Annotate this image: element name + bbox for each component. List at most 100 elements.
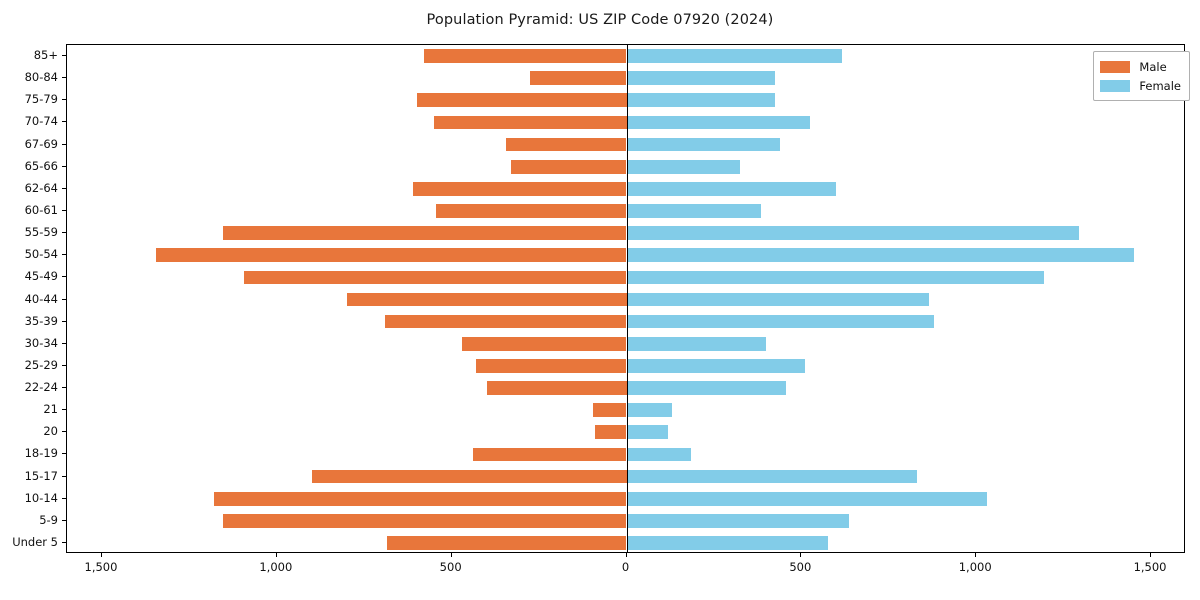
bar-female[interactable] (626, 425, 669, 440)
pyramid-row (67, 314, 1184, 329)
legend-entry[interactable]: Female (1100, 76, 1181, 95)
bar-female[interactable] (626, 447, 692, 462)
y-tick-label: 65-66 (24, 158, 58, 173)
bar-male[interactable] (222, 226, 627, 240)
y-tick-label: 80-84 (24, 70, 58, 85)
y-tick-mark (62, 55, 66, 57)
bar-male[interactable] (434, 115, 627, 130)
bar-female[interactable] (626, 469, 917, 484)
y-tick-label: 15-17 (24, 468, 58, 483)
y-tick-label: 40-44 (24, 291, 58, 306)
y-tick-label: 45-49 (24, 269, 58, 284)
bar-female[interactable] (626, 137, 781, 152)
bar-male[interactable] (386, 536, 627, 550)
pyramid-row (67, 469, 1184, 484)
x-tick-label: 500 (789, 560, 812, 574)
x-tick-label: 1,000 (259, 560, 293, 574)
x-tick-label: 500 (439, 560, 462, 574)
y-tick-mark (62, 475, 66, 477)
x-tick-mark (450, 553, 452, 557)
y-tick-mark (62, 143, 66, 145)
bar-female[interactable] (626, 270, 1045, 285)
bar-female[interactable] (626, 336, 767, 351)
y-tick-label: 20 (43, 424, 58, 439)
y-tick-label: 62-64 (24, 180, 58, 195)
bar-male[interactable] (385, 314, 627, 329)
legend-label: Male (1139, 59, 1167, 74)
bar-female[interactable] (626, 159, 741, 174)
x-tick-mark (975, 553, 977, 557)
x-tick-mark (275, 553, 277, 557)
bar-female[interactable] (626, 491, 987, 506)
bar-female[interactable] (626, 513, 849, 528)
pyramid-row (67, 425, 1184, 440)
y-tick-label: 50-54 (24, 247, 58, 262)
y-tick-label: 5-9 (39, 512, 58, 527)
y-tick-mark (62, 254, 66, 256)
chart-legend: Male Female (1093, 51, 1190, 101)
bar-male[interactable] (511, 159, 627, 174)
y-tick-mark (62, 121, 66, 123)
bar-female[interactable] (626, 381, 786, 395)
chart-title: Population Pyramid: US ZIP Code 07920 (2… (426, 12, 774, 28)
pyramid-row (67, 292, 1184, 307)
x-axis: 1,500 1,000 500 0 500 1,000 1,500 (66, 553, 1185, 593)
bar-female[interactable] (626, 204, 762, 218)
bar-male[interactable] (486, 381, 627, 395)
bar-female[interactable] (626, 292, 929, 307)
pyramid-row (67, 403, 1184, 417)
bar-female[interactable] (626, 49, 842, 63)
bar-male[interactable] (476, 359, 627, 373)
bar-male[interactable] (416, 93, 627, 108)
bar-male[interactable] (595, 425, 627, 440)
y-axis-labels: 85+ 80-84 75-79 70-74 67-69 65-66 62-64 60-61 55… (0, 44, 58, 553)
y-tick-mark (62, 431, 66, 433)
y-tick-mark (62, 232, 66, 234)
pyramid-row (67, 93, 1184, 108)
bars-container (67, 45, 1184, 552)
bar-male[interactable] (435, 204, 627, 218)
bar-female[interactable] (626, 403, 672, 417)
y-tick-label: 22-24 (24, 380, 58, 395)
pyramid-row (67, 359, 1184, 373)
x-tick-label: 1,500 (1133, 560, 1167, 574)
y-tick-label: 55-59 (24, 225, 58, 240)
bar-female[interactable] (626, 93, 776, 108)
legend-label: Female (1139, 78, 1181, 93)
bar-male[interactable] (213, 491, 627, 506)
pyramid-row (67, 71, 1184, 86)
bar-male[interactable] (505, 137, 627, 152)
bar-female[interactable] (626, 115, 811, 130)
legend-swatch (1100, 79, 1131, 92)
bar-male[interactable] (243, 270, 627, 285)
bar-male[interactable] (413, 181, 627, 196)
y-tick-label: 35-39 (24, 313, 58, 328)
pyramid-row (67, 336, 1184, 351)
y-tick-mark (62, 165, 66, 167)
bar-male[interactable] (311, 469, 627, 484)
bar-female[interactable] (626, 248, 1134, 263)
bar-male[interactable] (530, 71, 627, 86)
bar-female[interactable] (626, 71, 776, 86)
x-tick-mark (800, 553, 802, 557)
bar-male[interactable] (472, 447, 627, 462)
bar-male[interactable] (346, 292, 627, 307)
bar-male[interactable] (222, 513, 627, 528)
bar-female[interactable] (626, 226, 1080, 240)
bar-female[interactable] (626, 181, 837, 196)
bar-male[interactable] (593, 403, 627, 417)
bar-male[interactable] (423, 49, 627, 63)
pyramid-row (67, 49, 1184, 63)
pyramid-row (67, 447, 1184, 462)
pyramid-row (67, 491, 1184, 506)
bar-male[interactable] (156, 248, 627, 263)
legend-entry[interactable]: Male (1100, 57, 1181, 76)
bar-female[interactable] (626, 536, 828, 550)
pyramid-row (67, 270, 1184, 285)
y-tick-mark (62, 364, 66, 366)
bar-female[interactable] (626, 314, 935, 329)
bar-male[interactable] (462, 336, 627, 351)
bar-female[interactable] (626, 359, 805, 373)
x-tick-mark (625, 553, 627, 557)
